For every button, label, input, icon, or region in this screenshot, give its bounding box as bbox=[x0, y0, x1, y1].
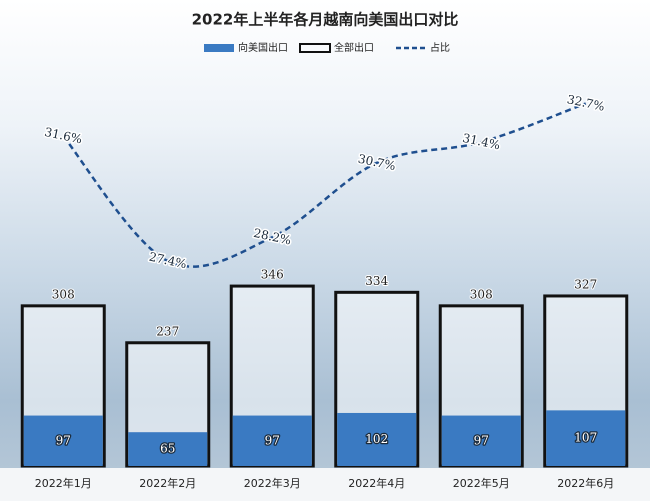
x-tick-label: 2022年2月 bbox=[139, 476, 196, 490]
axis-band bbox=[0, 468, 650, 501]
chart-title: 2022年上半年各月越南向美国出口对比 bbox=[192, 11, 459, 29]
us-bar bbox=[337, 412, 417, 466]
legend-label: 占比 bbox=[430, 41, 450, 54]
us-bar bbox=[128, 432, 208, 466]
legend-label: 向美国出口 bbox=[238, 41, 288, 54]
us-bar bbox=[232, 415, 312, 466]
legend-swatch bbox=[299, 43, 331, 53]
us-label: 97 bbox=[265, 433, 280, 447]
us-label: 65 bbox=[160, 442, 175, 456]
total-label: 346 bbox=[261, 268, 284, 282]
us-label: 97 bbox=[474, 433, 489, 447]
us-bar bbox=[23, 415, 103, 466]
us-label: 107 bbox=[574, 431, 597, 445]
total-label: 237 bbox=[156, 324, 179, 338]
us-bar bbox=[441, 415, 521, 466]
legend-label: 全部出口 bbox=[334, 41, 374, 54]
legend-swatch bbox=[204, 44, 234, 52]
share-line bbox=[62, 102, 587, 268]
total-label: 334 bbox=[365, 274, 388, 288]
total-label: 308 bbox=[470, 287, 493, 301]
x-tick-label: 2022年4月 bbox=[348, 476, 405, 490]
x-tick-label: 2022年5月 bbox=[453, 476, 510, 490]
total-label: 308 bbox=[52, 287, 75, 301]
legend: 向美国出口 全部出口 占比 bbox=[204, 41, 450, 54]
total-label: 327 bbox=[574, 277, 597, 291]
x-tick-label: 2022年3月 bbox=[244, 476, 301, 490]
us-bar bbox=[546, 410, 626, 466]
us-label: 97 bbox=[56, 433, 71, 447]
x-tick-label: 2022年1月 bbox=[35, 476, 92, 490]
us-label: 102 bbox=[365, 432, 388, 446]
x-tick-label: 2022年6月 bbox=[557, 476, 614, 490]
